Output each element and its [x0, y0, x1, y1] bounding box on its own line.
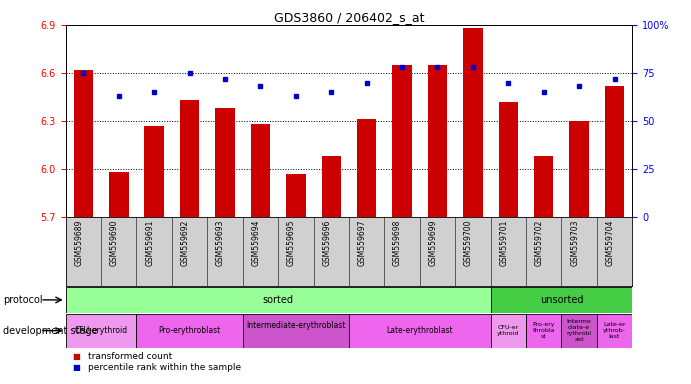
Text: GSM559690: GSM559690	[110, 220, 119, 266]
Bar	[569, 121, 589, 217]
Bar	[216, 108, 235, 217]
Text: GSM559702: GSM559702	[535, 220, 544, 266]
Text: unsorted: unsorted	[540, 295, 583, 305]
Bar	[534, 156, 553, 217]
Bar	[109, 172, 129, 217]
Text: GSM559704: GSM559704	[605, 220, 614, 266]
Text: ■: ■	[73, 352, 80, 361]
Title: GDS3860 / 206402_s_at: GDS3860 / 206402_s_at	[274, 11, 424, 24]
Bar	[74, 70, 93, 217]
Text: GSM559689: GSM559689	[75, 220, 84, 266]
Text: GSM559703: GSM559703	[570, 220, 579, 266]
Text: development stage: development stage	[3, 326, 98, 336]
Bar	[321, 156, 341, 217]
Bar	[144, 126, 164, 217]
Bar	[428, 65, 447, 217]
Bar	[491, 314, 526, 348]
Bar	[561, 314, 597, 348]
Text: Pro-ery
throbla
st: Pro-ery throbla st	[533, 322, 555, 339]
Bar	[349, 314, 491, 348]
Text: Late-erythroblast: Late-erythroblast	[386, 326, 453, 335]
Text: protocol: protocol	[3, 295, 43, 305]
Text: GSM559697: GSM559697	[358, 220, 367, 266]
Text: percentile rank within the sample: percentile rank within the sample	[88, 364, 241, 372]
Text: GSM559694: GSM559694	[252, 220, 261, 266]
Text: ■: ■	[73, 364, 80, 372]
Text: Interme
diate-e
rythrobl
ast: Interme diate-e rythrobl ast	[567, 319, 591, 342]
Bar	[286, 174, 305, 217]
Text: transformed count: transformed count	[88, 352, 172, 361]
Text: Late-er
ythrob-
last: Late-er ythrob- last	[603, 322, 626, 339]
Bar	[463, 28, 482, 217]
Bar	[526, 314, 562, 348]
Text: GSM559699: GSM559699	[428, 220, 437, 266]
Bar	[605, 86, 624, 217]
Text: GSM559700: GSM559700	[464, 220, 473, 266]
Text: GSM559696: GSM559696	[322, 220, 331, 266]
Bar	[491, 287, 632, 313]
Bar	[357, 119, 377, 217]
Bar	[597, 314, 632, 348]
Bar	[251, 124, 270, 217]
Text: GSM559691: GSM559691	[145, 220, 154, 266]
Bar	[66, 287, 491, 313]
Bar	[136, 314, 243, 348]
Text: GSM559695: GSM559695	[287, 220, 296, 266]
Bar	[243, 314, 349, 348]
Text: GSM559693: GSM559693	[216, 220, 225, 266]
Text: GSM559692: GSM559692	[180, 220, 189, 266]
Text: CFU-erythroid: CFU-erythroid	[75, 326, 128, 335]
Text: GSM559698: GSM559698	[393, 220, 402, 266]
Text: Pro-erythroblast: Pro-erythroblast	[158, 326, 220, 335]
Text: CFU-er
ythroid: CFU-er ythroid	[497, 325, 520, 336]
Bar	[392, 65, 412, 217]
Bar	[180, 100, 199, 217]
Text: Intermediate-erythroblast: Intermediate-erythroblast	[246, 321, 346, 340]
Text: GSM559701: GSM559701	[500, 220, 509, 266]
Text: sorted: sorted	[263, 295, 294, 305]
Bar	[66, 314, 136, 348]
Bar	[499, 102, 518, 217]
